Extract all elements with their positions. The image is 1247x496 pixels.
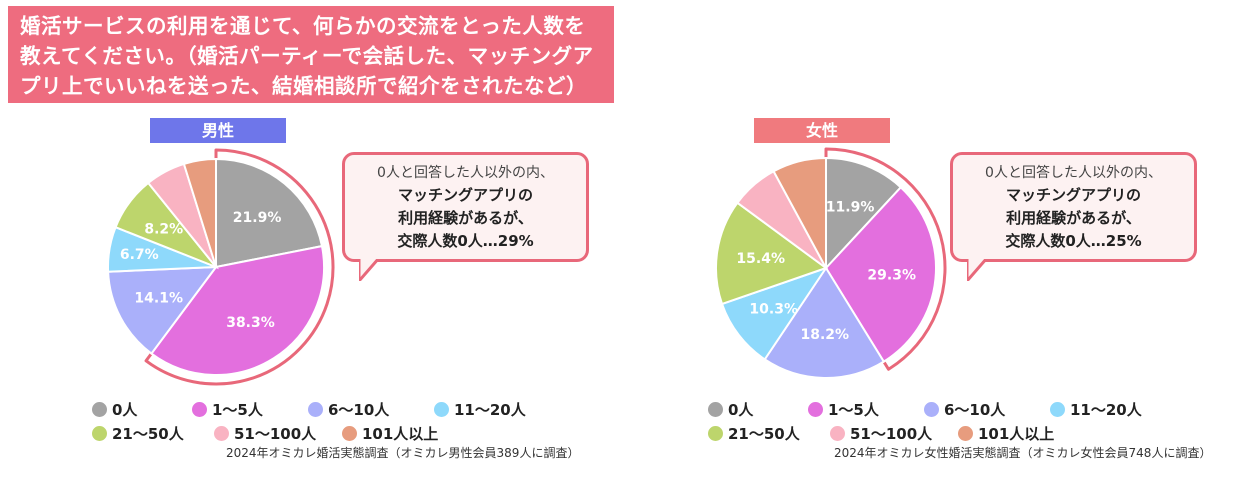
pie-slice-3 xyxy=(720,266,829,361)
legend-item-2: 6〜10人 xyxy=(308,398,389,422)
legend-item-4: 21〜50人 xyxy=(708,422,800,446)
legend-dot xyxy=(924,402,939,417)
legend-dot xyxy=(192,402,207,417)
pie-slice-6 xyxy=(772,156,827,269)
female-callout-line3: 利用経験があるが、 xyxy=(1006,209,1141,227)
female-chart-title: 女性 xyxy=(754,118,890,143)
legend-dot xyxy=(708,426,723,441)
legend-dot xyxy=(92,402,107,417)
legend-item-3: 11〜20人 xyxy=(1050,398,1142,422)
male-callout: 0人と回答した人以外の内、 マッチングアプリの 利用経験があるが、 交際人数0人… xyxy=(342,152,589,281)
male-callout-line4: 交際人数0人…29% xyxy=(397,232,534,250)
legend-dot xyxy=(808,402,823,417)
pie-label-3: 10.3% xyxy=(749,301,798,317)
legend-dot xyxy=(830,426,845,441)
female-pie-chart: 11.9% 29.3% 18.2%10.3% 15.4% xyxy=(715,147,947,379)
pie-slice-6 xyxy=(182,157,217,268)
legend-dot xyxy=(92,426,107,441)
callout-tail xyxy=(359,259,381,281)
pie-label-2: 18.2% xyxy=(801,327,850,343)
pie-label-3: 6.7% xyxy=(120,247,159,263)
female-source-note: 2024年オミカレ女性婚活実態調査（オミカレ女性会員748人に調査） xyxy=(834,446,1212,460)
male-callout-line2: マッチングアプリの xyxy=(397,186,533,204)
female-callout-line2: マッチングアプリの xyxy=(1005,186,1141,204)
legend-label: 6〜10人 xyxy=(328,401,390,419)
male-source-note: 2024年オミカレ婚活実態調査（オミカレ男性会員389人に調査） xyxy=(226,446,580,460)
pie-label-0: 21.9% xyxy=(233,210,282,226)
legend-label: 51〜100人 xyxy=(850,425,933,443)
legend-label: 1〜5人 xyxy=(828,401,879,419)
legend-dot xyxy=(434,402,449,417)
callout-tail xyxy=(967,259,989,281)
question-title: 婚活サービスの利用を通じて、何らかの交流をとった人数を 教えてください。（婚活パ… xyxy=(8,6,614,103)
male-chart-title: 男性 xyxy=(150,118,286,143)
male-pie-chart: 21.9% 38.3% 14.1% 6.7% 8.2% xyxy=(107,148,335,386)
legend-label: 21〜50人 xyxy=(112,425,184,443)
pie-label-2: 14.1% xyxy=(134,290,183,306)
legend-dot xyxy=(958,426,973,441)
question-title-line: 教えてください。（婚活パーティーで会話した、マッチングア xyxy=(20,44,594,68)
female-chart-panel: 女性 11.9% 29.3% 18.2% 10.3% 15.4% 0人と回答した人以外の… xyxy=(616,112,1236,492)
legend-dot xyxy=(342,426,357,441)
legend-item-2: 6〜10人 xyxy=(924,398,1005,422)
question-title-line: 婚活サービスの利用を通じて、何らかの交流をとった人数を xyxy=(20,14,586,38)
legend-item-0: 0人 xyxy=(708,398,753,422)
pie-slice-1 xyxy=(824,185,937,363)
male-callout-line3: 利用経験があるが、 xyxy=(398,209,533,227)
legend-label: 21〜50人 xyxy=(728,425,800,443)
pie-slice-2 xyxy=(763,266,886,379)
legend-item-0: 0人 xyxy=(92,398,137,422)
male-legend: 0人 1〜5人 6〜10人 11〜20人 21〜50人 51〜100人 101人… xyxy=(92,398,622,448)
legend-label: 11〜20人 xyxy=(454,401,526,419)
pie-label-4: 15.4% xyxy=(736,251,785,267)
female-callout-line4: 交際人数0人…25% xyxy=(1005,232,1142,250)
male-callout-line1: 0人と回答した人以外の内、 xyxy=(377,165,554,181)
legend-label: 101人以上 xyxy=(978,425,1055,443)
pie-slice-2 xyxy=(107,265,219,355)
legend-label: 0人 xyxy=(728,401,754,419)
legend-label: 101人以上 xyxy=(362,425,439,443)
pie-label-4: 8.2% xyxy=(144,222,183,238)
legend-label: 0人 xyxy=(112,401,138,419)
pie-label-1: 29.3% xyxy=(867,267,916,283)
legend-dot xyxy=(308,402,323,417)
legend-label: 51〜100人 xyxy=(234,425,317,443)
legend-label: 6〜10人 xyxy=(944,401,1006,419)
male-chart-panel: 男性 21.9% 38.3% 14.1% 6.7% 8.2% 0人と回答した人以外の内、… xyxy=(0,112,620,492)
legend-item-6: 101人以上 xyxy=(958,422,1054,446)
legend-item-5: 51〜100人 xyxy=(830,422,932,446)
female-callout-line1: 0人と回答した人以外の内、 xyxy=(985,165,1162,181)
pie-slice-4 xyxy=(715,201,829,306)
legend-label: 11〜20人 xyxy=(1070,401,1142,419)
female-callout: 0人と回答した人以外の内、 マッチングアプリの 利用経験があるが、 交際人数0人… xyxy=(950,152,1197,281)
legend-item-3: 11〜20人 xyxy=(434,398,526,422)
legend-dot xyxy=(214,426,229,441)
legend-item-1: 1〜5人 xyxy=(192,398,263,422)
legend-item-4: 21〜50人 xyxy=(92,422,184,446)
question-title-line: プリ上でいいねを送った、結婚相談所で紹介をされたなど） xyxy=(20,74,587,98)
pie-label-0: 11.9% xyxy=(826,200,875,216)
legend-item-5: 51〜100人 xyxy=(214,422,316,446)
legend-item-6: 101人以上 xyxy=(342,422,438,446)
legend-item-1: 1〜5人 xyxy=(808,398,879,422)
pie-slice-1 xyxy=(150,244,325,376)
female-legend: 0人 1〜5人 6〜10人 11〜20人 21〜50人 51〜100人 101人… xyxy=(708,398,1238,448)
legend-label: 1〜5人 xyxy=(212,401,263,419)
legend-dot xyxy=(1050,402,1065,417)
pie-slice-0 xyxy=(215,157,324,269)
pie-slice-0 xyxy=(825,156,903,271)
pie-label-1: 38.3% xyxy=(226,315,275,331)
legend-dot xyxy=(708,402,723,417)
